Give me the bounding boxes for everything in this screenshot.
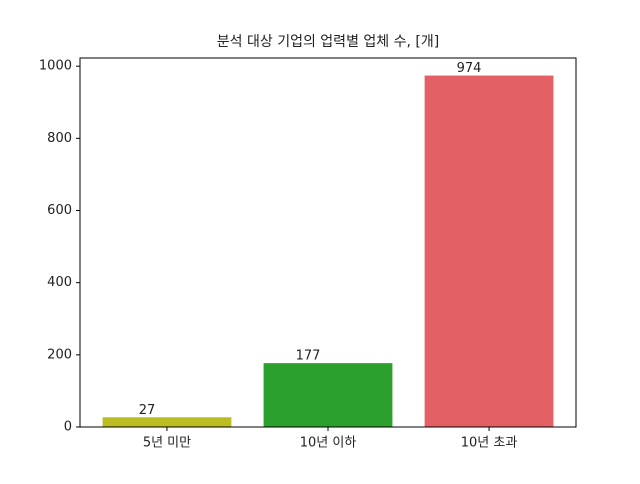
value-label: 974 <box>457 61 482 76</box>
bar <box>102 417 232 427</box>
bar <box>263 363 393 427</box>
y-tick-label: 1000 <box>39 59 72 74</box>
chart-title: 분석 대상 기업의 업력별 업체 수, [개] <box>217 34 439 50</box>
value-label: 27 <box>139 403 156 418</box>
y-tick-label: 0 <box>64 420 72 435</box>
value-label: 177 <box>296 349 321 364</box>
x-tick-label: 5년 미만 <box>143 436 191 451</box>
x-tick-label: 10년 초과 <box>461 436 518 451</box>
y-tick-label: 800 <box>47 131 72 146</box>
plot-frame <box>79 57 577 428</box>
y-tick-label: 600 <box>47 203 72 218</box>
y-tick-label: 400 <box>47 275 72 290</box>
y-tick-label: 200 <box>47 347 72 362</box>
bar <box>424 75 554 428</box>
x-tick-label: 10년 이하 <box>300 436 357 451</box>
